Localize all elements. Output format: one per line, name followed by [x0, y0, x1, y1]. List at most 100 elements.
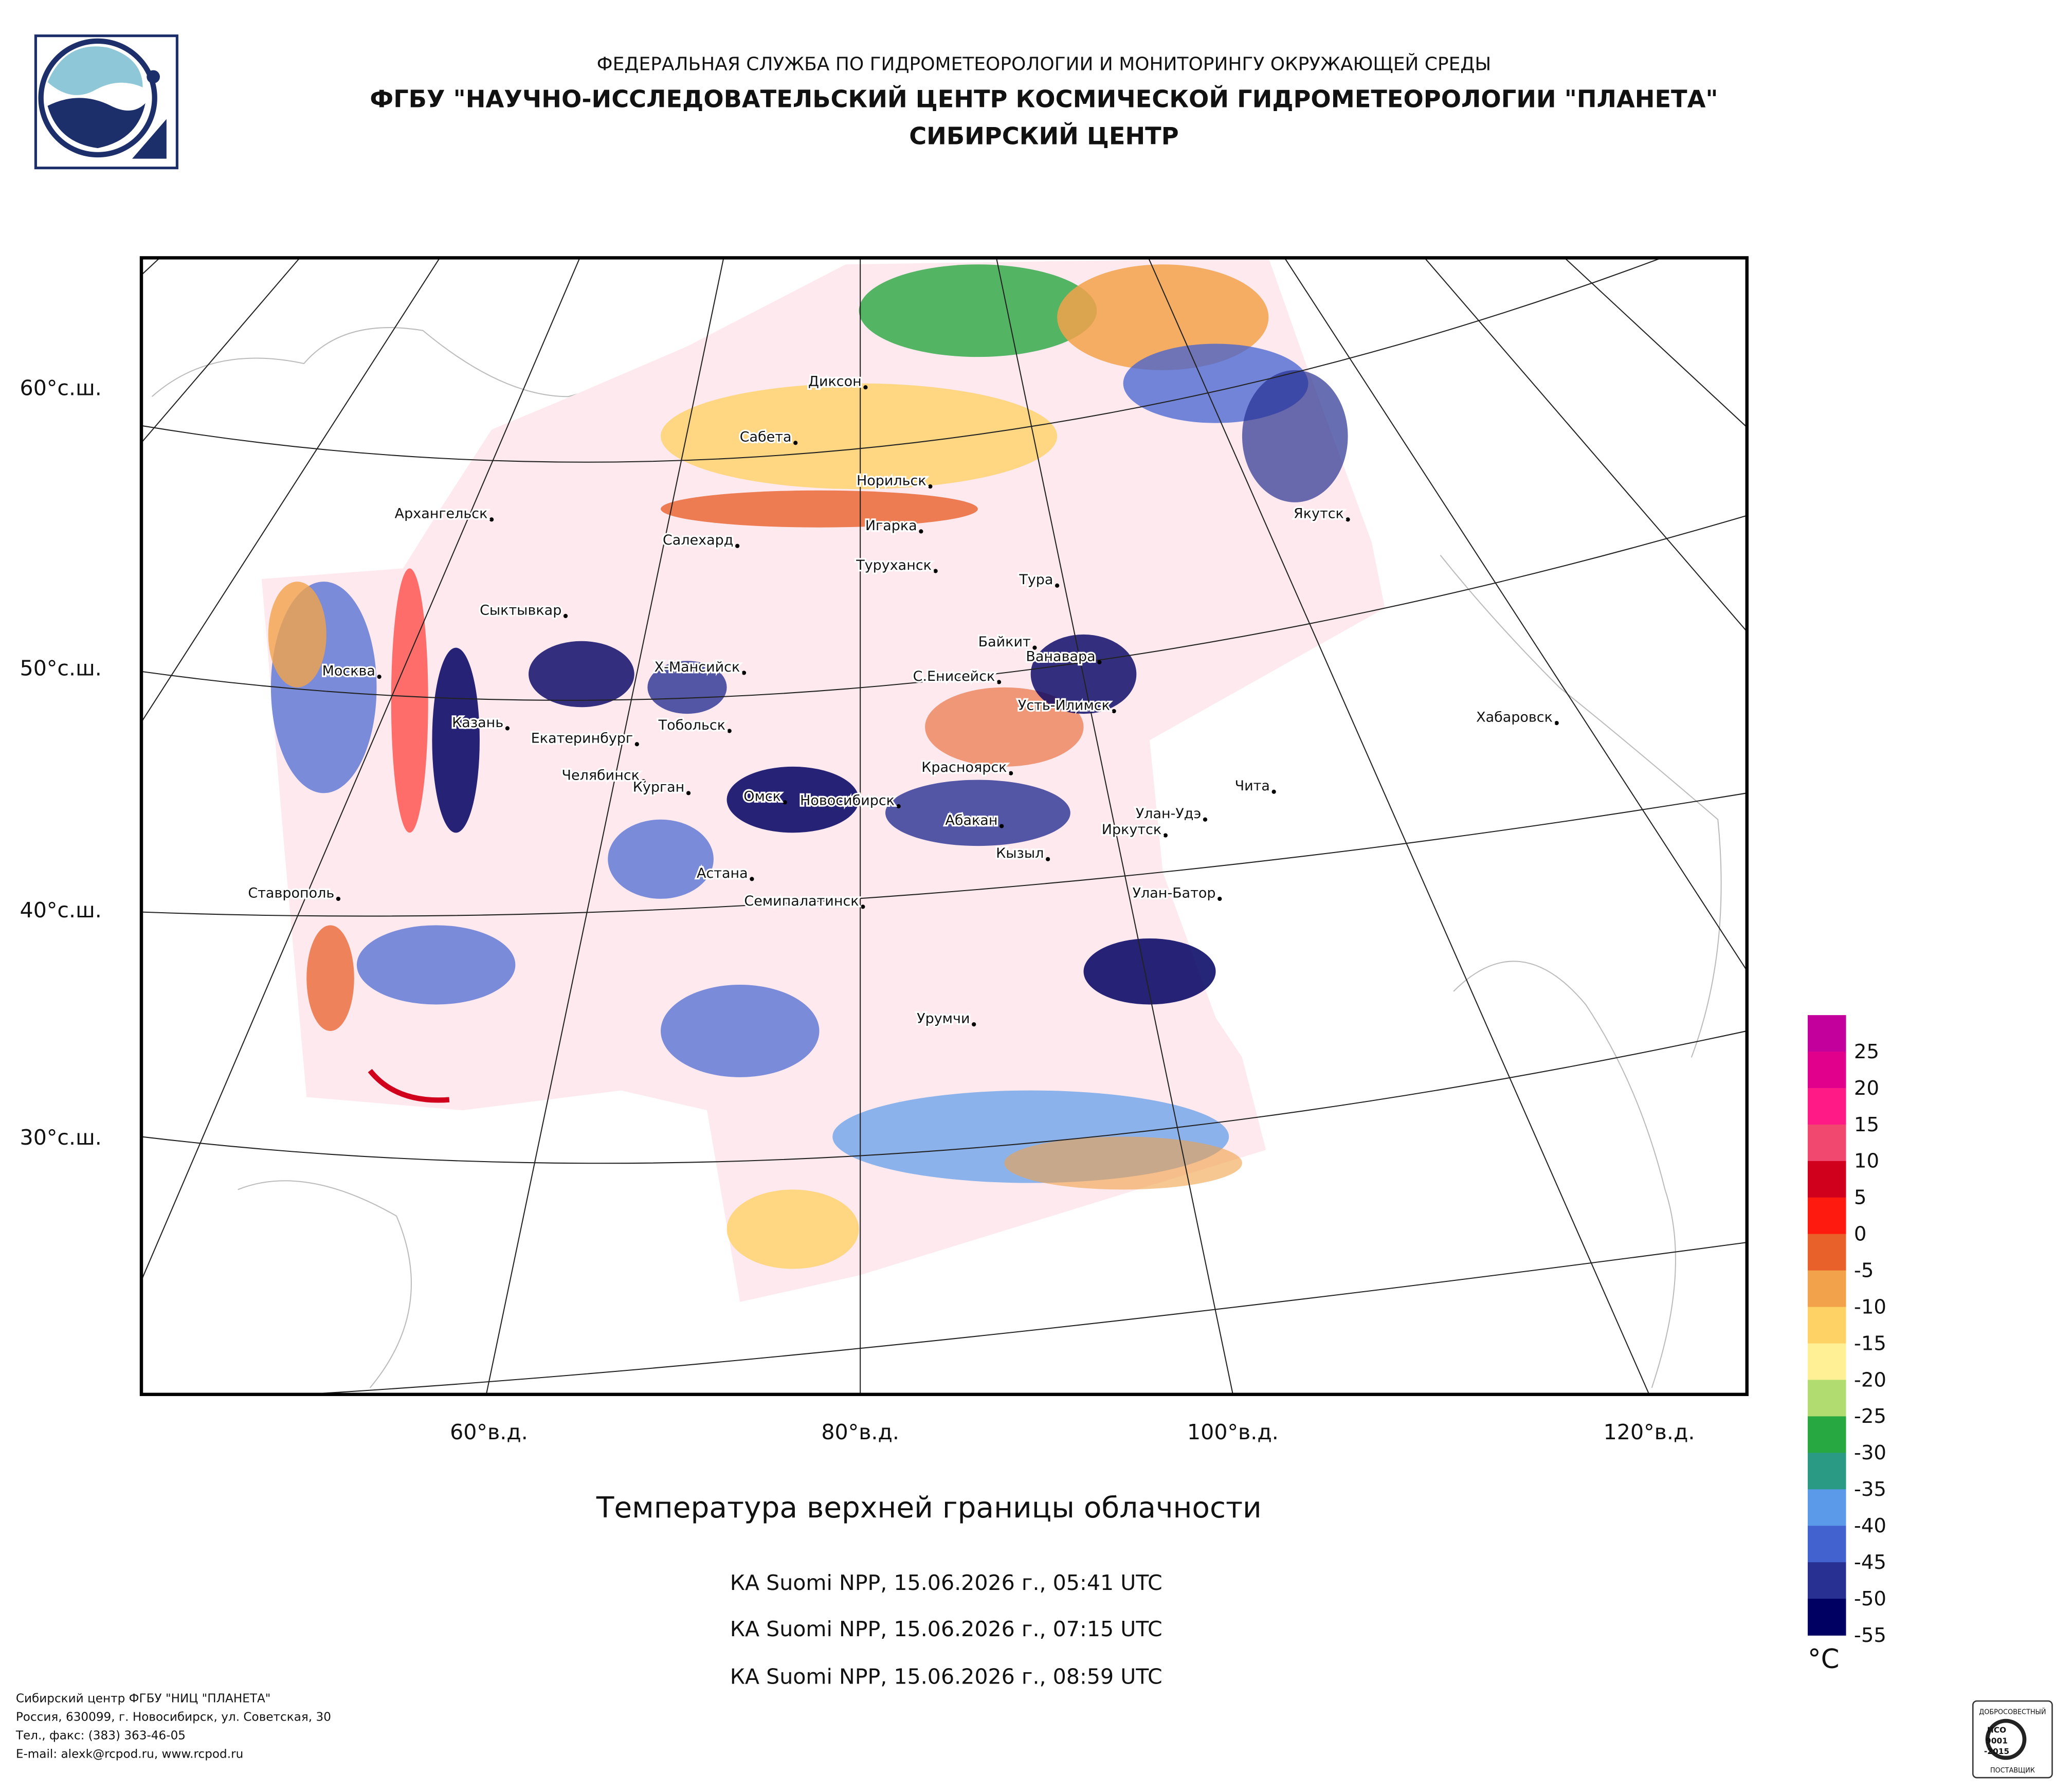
- legend-swatch: [1807, 1343, 1846, 1381]
- city-label: Тура: [1019, 572, 1053, 588]
- city-label: Норильск: [857, 473, 926, 489]
- pass: КА Suomi NPP, 15.06.2026 г., 07:15 UTC: [730, 1617, 1162, 1641]
- city-label: Казань: [452, 715, 503, 731]
- pass: КА Suomi NPP, 15.06.2026 г., 08:59 UTC: [730, 1665, 1162, 1689]
- city-label: С.Енисейск: [913, 668, 995, 684]
- cloud-patch: [1242, 370, 1348, 502]
- city-dot: [861, 904, 865, 909]
- cloud-patch: [661, 383, 1058, 490]
- legend-tick-label: -15: [1854, 1332, 1886, 1355]
- city-dot: [505, 726, 510, 731]
- legend-tick-label: -25: [1854, 1405, 1886, 1428]
- cloud-patch: [925, 687, 1084, 767]
- legend-swatch: [1807, 1197, 1846, 1235]
- city-dot: [1097, 660, 1102, 664]
- legend-swatch: [1807, 1088, 1846, 1125]
- city-label: Урумчи: [917, 1011, 970, 1027]
- logo-satellite: [147, 70, 160, 84]
- legend-swatch: [1807, 1270, 1846, 1308]
- pass: КА Suomi NPP, 15.06.2026 г., 05:41 UTC: [730, 1570, 1162, 1595]
- city-label: Улан-Удэ: [1136, 806, 1201, 822]
- legend-tick-label: -30: [1854, 1441, 1886, 1464]
- cloud-patch: [268, 582, 326, 688]
- cloud-patch: [885, 780, 1070, 846]
- legend-tick-label: 10: [1854, 1150, 1879, 1173]
- city-label: Х-Мансийск: [655, 659, 740, 675]
- cloud-patch: [661, 984, 820, 1077]
- legend-swatch: [1807, 1124, 1846, 1162]
- coordinate-labels: 60°с.ш. 50°с.ш. 40°с.ш. 30°с.ш. 60°в.д. 80°в.…: [20, 376, 1695, 1444]
- city-label: Курган: [633, 780, 685, 795]
- header-line: СИБИРСКИЙ ЦЕНТР: [909, 122, 1178, 150]
- city-label: Улан-Батор: [1133, 885, 1216, 901]
- cloud-patch: [608, 819, 714, 899]
- header-line: ФЕДЕРАЛЬНАЯ СЛУЖБА ПО ГИДРОМЕТЕОРОЛОГИИ …: [597, 53, 1491, 75]
- city-dot: [793, 441, 798, 445]
- city-dot: [1163, 833, 1168, 838]
- city-label: Тобольск: [658, 717, 725, 733]
- legend-swatch: [1807, 1052, 1846, 1089]
- legend-swatch: [1807, 1416, 1846, 1454]
- city-dot: [727, 729, 732, 733]
- logo-corner: [132, 119, 167, 159]
- legend-swatch: [1807, 1489, 1846, 1526]
- parallel: [141, 515, 1747, 701]
- legend-tick-label: -10: [1854, 1295, 1886, 1318]
- parallels: [141, 258, 1747, 1395]
- lat-label: 50°с.ш.: [20, 656, 102, 681]
- city-dot: [896, 804, 901, 809]
- city-dot: [735, 544, 740, 548]
- meridian: [1148, 258, 1650, 1395]
- cert-top: ДОБРОСОВЕСТНЫЙ: [1979, 1708, 2046, 1716]
- city-dot: [641, 779, 646, 784]
- city-dot: [1554, 720, 1559, 726]
- legend-swatch: [1807, 1234, 1846, 1271]
- city-dot: [377, 675, 381, 679]
- legend-swatch: [1807, 1380, 1846, 1417]
- map: Диксон Сабета Норильск Архангельск Игарка Сал…: [141, 258, 1747, 1395]
- cloud-imagery: [261, 258, 1385, 1302]
- city-dot: [928, 484, 933, 489]
- city-dot: [1346, 517, 1350, 522]
- parallel: [141, 258, 1663, 463]
- coastline: [1440, 555, 1722, 1058]
- city-label: Новосибирск: [800, 792, 895, 808]
- city-label: Игарка: [865, 518, 917, 534]
- cloud-patch: [1004, 1136, 1242, 1190]
- legend-tick-label: 20: [1854, 1077, 1879, 1100]
- city-label: Сабета: [740, 429, 792, 445]
- city-dot: [741, 671, 747, 675]
- city-dot: [1217, 896, 1222, 901]
- city-label: Астана: [697, 865, 748, 881]
- meridian: [1284, 258, 1747, 972]
- cities: Диксон Сабета Норильск Архангельск Игарка Сал…: [246, 372, 1559, 1028]
- city-label: Хабаровск: [1476, 710, 1553, 726]
- header-line: ФГБУ "НАУЧНО-ИССЛЕДОВАТЕЛЬСКИЙ ЦЕНТР КОС…: [370, 85, 1718, 113]
- cert-mark: [1985, 1718, 2027, 1760]
- city-dot: [1112, 709, 1116, 714]
- parallel: [141, 792, 1747, 917]
- cloud-patch: [432, 647, 480, 833]
- logo-wave: [47, 46, 143, 95]
- legend-tick-label: 5: [1854, 1186, 1867, 1209]
- city-dot: [863, 385, 868, 390]
- meridian: [141, 258, 580, 1282]
- city-label: Чита: [1235, 778, 1270, 794]
- legend-tick-label: -55: [1854, 1624, 1886, 1647]
- coastline: [1453, 961, 1676, 1388]
- city-label: Салехард: [663, 532, 733, 548]
- city-dot: [1203, 817, 1208, 822]
- city-label: Челябинск: [562, 768, 640, 784]
- certificate: ДОБРОСОВЕСТНЫЙ ИСО 9001 -2015 ПОСТАВЩИК: [1972, 1700, 2053, 1779]
- city-dot: [783, 800, 787, 805]
- cloud-patch: [1030, 634, 1137, 714]
- caption-title: Температура верхней границы облачности: [596, 1491, 1262, 1525]
- footer-line: Тел., факс: (383) 363-46-05: [15, 1729, 186, 1743]
- meridian: [1424, 258, 1747, 632]
- cert-line: -2015: [1984, 1747, 2009, 1756]
- cert-line: ИСО: [1987, 1726, 2006, 1735]
- city-dot: [1032, 645, 1037, 650]
- city-label: Иркутск: [1102, 822, 1161, 838]
